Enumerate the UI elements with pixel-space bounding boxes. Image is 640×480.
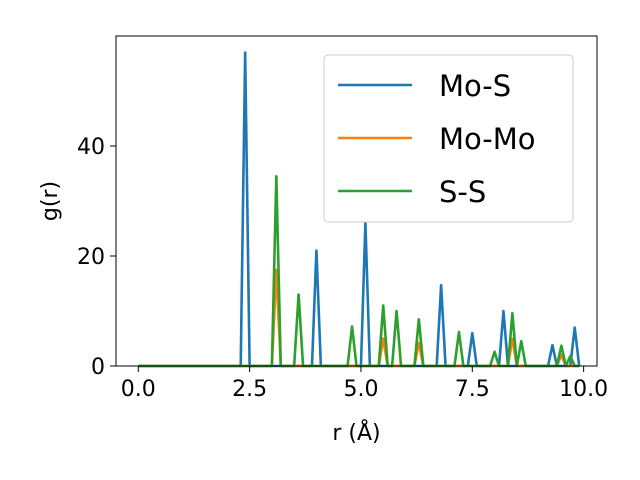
x-tick-label: 5.0 (343, 377, 378, 402)
y-tick-label: 20 (77, 245, 105, 270)
legend-label-mo-s: Mo-S (439, 69, 511, 103)
y-tick-label: 40 (77, 135, 105, 160)
x-tick-label: 0.0 (121, 377, 156, 402)
legend: Mo-S Mo-Mo S-S (323, 54, 574, 223)
legend-label-s-s: S-S (439, 175, 486, 209)
legend-label-mo-mo: Mo-Mo (439, 122, 536, 156)
x-axis-label: r (Å) (332, 419, 380, 446)
x-tick-label: 2.5 (232, 377, 267, 402)
legend-box (323, 54, 574, 223)
x-tick-label: 10.0 (559, 377, 608, 402)
plot-frame (115, 35, 598, 367)
y-axis-label: g(r) (38, 181, 63, 221)
axis-ticks: 0.0 2.5 5.0 7.5 10.0 0 20 40 (77, 135, 608, 402)
x-tick-label: 7.5 (455, 377, 490, 402)
y-tick-label: 0 (91, 355, 105, 380)
